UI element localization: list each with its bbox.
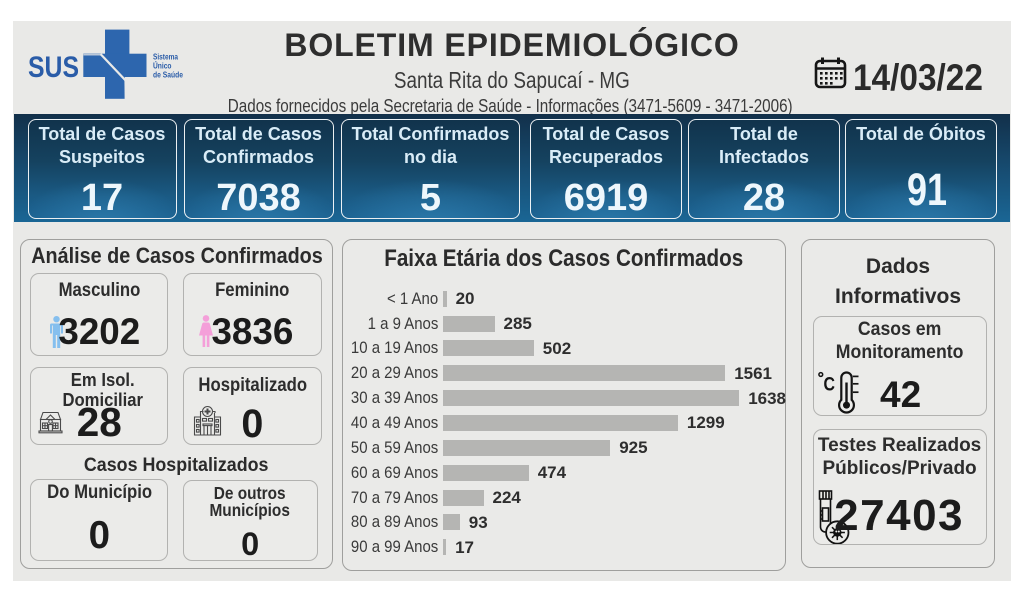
svg-text:Único: Único xyxy=(153,60,172,71)
svg-text:Sistema: Sistema xyxy=(153,52,178,62)
svg-text:SUS: SUS xyxy=(28,51,79,84)
svg-text:C: C xyxy=(823,373,835,395)
svg-text:de Saúde: de Saúde xyxy=(153,70,183,80)
